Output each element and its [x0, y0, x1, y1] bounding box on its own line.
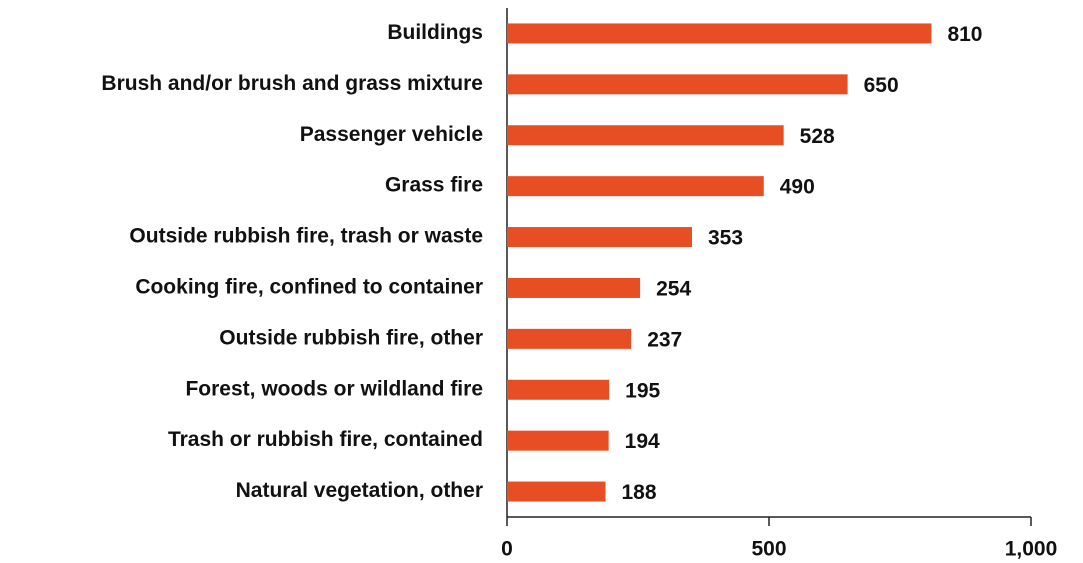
- bar: [507, 277, 641, 298]
- bar: [507, 379, 610, 400]
- x-tick-label: 0: [501, 538, 513, 561]
- y-tick-label: Passenger vehicle: [300, 123, 483, 146]
- bar: [507, 481, 606, 502]
- value-label: 490: [780, 176, 815, 199]
- value-label: 650: [864, 74, 899, 97]
- value-label: 810: [947, 23, 982, 46]
- bar: [507, 430, 609, 451]
- y-tick-label: Outside rubbish fire, other: [219, 326, 483, 349]
- value-label: 254: [656, 277, 691, 300]
- bar: [507, 23, 932, 44]
- value-label: 528: [800, 125, 835, 148]
- bar: [507, 74, 848, 95]
- y-tick-label: Buildings: [387, 21, 483, 44]
- value-label: 195: [625, 379, 660, 402]
- value-label: 188: [622, 481, 657, 504]
- y-tick-label: Outside rubbish fire, trash or waste: [129, 225, 483, 248]
- bar: [507, 328, 632, 349]
- value-label: 353: [708, 227, 743, 250]
- y-tick-label: Cooking fire, confined to container: [135, 275, 483, 298]
- y-tick-label: Grass fire: [385, 174, 483, 197]
- x-tick-label: 1,000: [1005, 538, 1058, 561]
- value-label: 194: [625, 430, 660, 453]
- bar: [507, 125, 784, 146]
- x-tick-label: 500: [751, 538, 786, 561]
- y-tick-label: Natural vegetation, other: [236, 479, 483, 502]
- bar: [507, 176, 764, 197]
- value-label: 237: [647, 328, 682, 351]
- y-tick-label: Forest, woods or wildland fire: [185, 377, 483, 400]
- y-tick-label: Brush and/or brush and grass mixture: [101, 72, 483, 95]
- y-tick-label: Trash or rubbish fire, contained: [168, 428, 483, 451]
- bar: [507, 227, 692, 248]
